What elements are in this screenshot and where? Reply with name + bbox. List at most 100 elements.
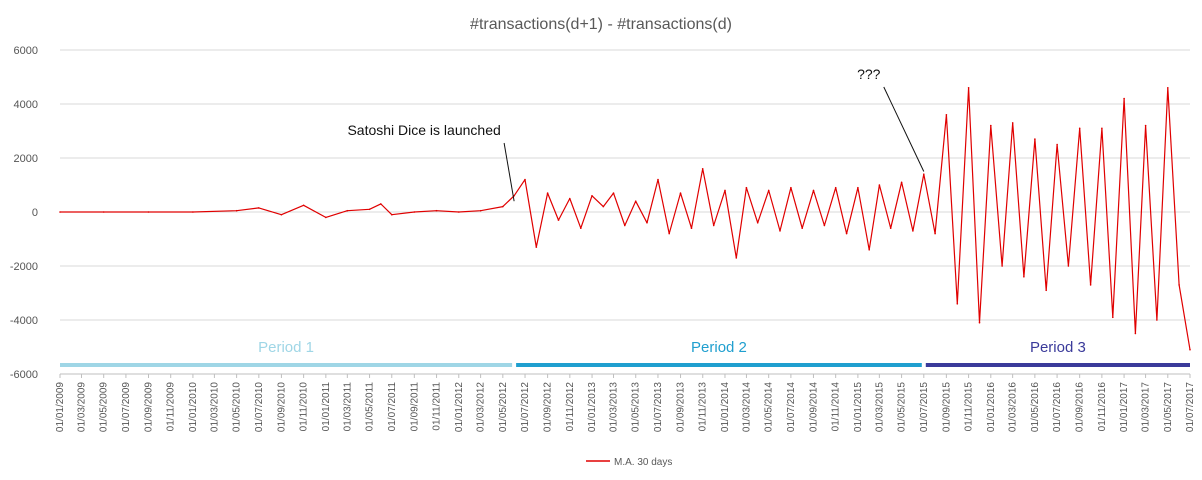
data-point xyxy=(479,209,482,212)
data-point xyxy=(990,124,992,127)
annotation-leader xyxy=(503,142,515,202)
period-band-2 xyxy=(516,363,922,367)
data-point xyxy=(546,192,549,194)
x-tick-label: 01/09/2009 xyxy=(143,382,154,432)
data-point xyxy=(889,227,892,229)
data-point xyxy=(1144,124,1147,127)
data-point xyxy=(569,197,571,200)
x-tick-label: 01/01/2009 xyxy=(55,382,66,432)
data-point xyxy=(258,207,260,209)
period-band-1 xyxy=(60,363,513,367)
data-point xyxy=(1156,319,1158,321)
data-point xyxy=(724,189,726,192)
x-tick-label: 01/09/2012 xyxy=(543,382,554,432)
data-point xyxy=(1067,265,1070,267)
data-point xyxy=(192,211,194,213)
x-tick-label: 01/03/2012 xyxy=(476,382,487,432)
y-tick-label: -4000 xyxy=(10,315,38,327)
x-tick-label: 01/07/2016 xyxy=(1052,382,1063,432)
data-point xyxy=(934,232,936,235)
x-tick-label: 01/11/2011 xyxy=(432,382,443,431)
x-tick-label: 01/09/2014 xyxy=(808,382,819,432)
x-tick-label: 01/05/2009 xyxy=(99,382,110,432)
data-point xyxy=(413,211,416,213)
data-point xyxy=(557,219,560,221)
x-tick-label: 01/01/2014 xyxy=(720,382,731,432)
data-point xyxy=(235,209,238,212)
y-axis-ticks: 6000 4000 2000 0 -2000 -4000 -6000 xyxy=(10,45,38,381)
x-tick-label: 01/01/2012 xyxy=(454,382,465,432)
data-point xyxy=(823,224,826,227)
data-point xyxy=(1078,127,1081,130)
y-tick-label: -2000 xyxy=(10,261,38,273)
x-tick-label: 01/03/2015 xyxy=(874,382,885,432)
grid-layer xyxy=(60,49,1190,375)
x-tick-label: 01/05/2016 xyxy=(1030,382,1041,432)
data-point xyxy=(790,186,792,189)
data-point xyxy=(1023,276,1025,278)
data-point xyxy=(857,186,859,189)
x-tick-label: 01/07/2012 xyxy=(520,382,531,432)
x-tick-label: 01/03/2013 xyxy=(609,382,620,432)
chart-title: #transactions(d+1) - #transactions(d) xyxy=(470,16,732,33)
series-layer xyxy=(59,87,1191,351)
data-point xyxy=(657,178,659,181)
data-point xyxy=(325,216,327,219)
data-point xyxy=(845,232,848,235)
data-point xyxy=(679,192,682,194)
y-tick-label: -6000 xyxy=(10,369,38,381)
x-tick-label: 01/07/2013 xyxy=(653,382,664,432)
x-tick-label: 01/05/2011 xyxy=(365,382,376,432)
x-tick-label: 01/07/2014 xyxy=(786,382,797,432)
data-point xyxy=(878,184,881,186)
x-tick-label: 01/05/2010 xyxy=(232,382,243,432)
data-point xyxy=(978,321,981,324)
x-tick-label: 01/03/2017 xyxy=(1141,382,1152,432)
period-label-2: Period 2 xyxy=(691,339,747,356)
x-tick-label: 01/03/2014 xyxy=(741,382,752,432)
data-point xyxy=(368,208,371,211)
data-point xyxy=(701,168,704,170)
x-tick-label: 01/11/2009 xyxy=(166,382,177,432)
data-point xyxy=(779,230,781,232)
data-point xyxy=(668,232,670,235)
data-point xyxy=(1011,122,1014,124)
data-point xyxy=(756,222,759,224)
x-tick-label: 01/09/2011 xyxy=(409,382,420,432)
data-point xyxy=(767,189,770,192)
x-tick-label: 01/05/2015 xyxy=(897,382,908,432)
x-tick-label: 01/11/2016 xyxy=(1097,382,1108,432)
annotation-text: Satoshi Dice is launched xyxy=(347,122,500,138)
x-tick-label: 01/03/2011 xyxy=(342,382,353,432)
data-point xyxy=(346,209,349,212)
data-point xyxy=(868,249,870,251)
annotation-text: ??? xyxy=(857,66,881,82)
data-point xyxy=(690,227,693,229)
x-tick-label: 01/11/2012 xyxy=(565,382,576,432)
data-point xyxy=(1134,332,1137,335)
x-tick-label: 01/01/2017 xyxy=(1119,382,1130,432)
data-point xyxy=(1001,265,1003,267)
period-bands: Period 1 Period 2 Period 3 xyxy=(60,339,1190,367)
data-point xyxy=(502,205,504,208)
data-point xyxy=(801,227,803,229)
data-point xyxy=(102,211,105,213)
x-tick-label: 01/09/2015 xyxy=(941,382,952,432)
data-point xyxy=(535,246,538,248)
series-line-0 xyxy=(60,87,1191,350)
x-tick-label: 01/01/2013 xyxy=(587,382,598,432)
data-point xyxy=(524,178,526,181)
data-point xyxy=(967,87,970,89)
x-tick-label: 01/07/2017 xyxy=(1185,382,1196,432)
data-point xyxy=(945,114,948,116)
data-point xyxy=(1101,127,1103,130)
data-point xyxy=(900,181,903,184)
data-point xyxy=(302,204,305,207)
data-point xyxy=(435,209,438,212)
x-tick-label: 01/09/2016 xyxy=(1075,382,1086,432)
data-point xyxy=(956,303,959,305)
x-tick-label: 01/09/2013 xyxy=(676,382,687,432)
data-point xyxy=(1123,97,1125,100)
data-point xyxy=(923,173,925,175)
